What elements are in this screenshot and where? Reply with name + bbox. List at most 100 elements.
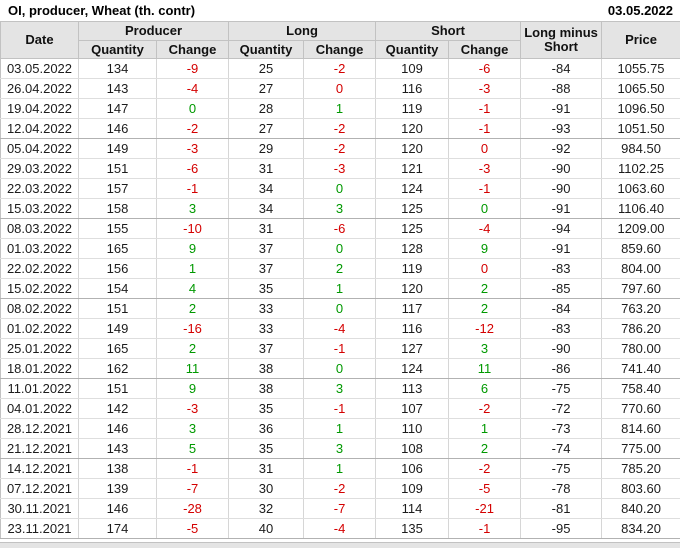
cell-date: 15.03.2022 <box>0 198 79 219</box>
cell-producer-quantity: 162 <box>78 358 157 379</box>
cell-price: 840.20 <box>601 498 680 519</box>
cell-date: 14.12.2021 <box>0 458 79 479</box>
cell-short-change: 2 <box>448 298 522 319</box>
col-header-price: Price <box>601 21 680 59</box>
cell-price: 1065.50 <box>601 78 680 99</box>
table-row: 15.02.2022 154 4 35 1 120 2 -85 797.60 <box>0 278 680 299</box>
cell-short-quantity: 113 <box>375 378 450 399</box>
cell-producer-quantity: 149 <box>78 138 157 159</box>
table-row: 21.12.2021 143 5 35 3 108 2 -74 775.00 <box>0 438 680 459</box>
table-row: 30.11.2021 146 -28 32 -7 114 -21 -81 840.20 <box>0 498 680 519</box>
cell-price: 1209.00 <box>601 218 680 239</box>
oi-table: Date Producer Long Short Long minus Shor… <box>0 21 680 539</box>
cell-long-change: -4 <box>303 518 377 539</box>
cell-long-change: -2 <box>303 118 377 139</box>
cell-long-minus-short: -90 <box>520 338 603 359</box>
cell-short-change: 3 <box>448 338 522 359</box>
cell-long-quantity: 33 <box>228 318 305 339</box>
table-row: 08.03.2022 155 -10 31 -6 125 -4 -94 1209.00 <box>0 218 680 239</box>
cell-short-change: 0 <box>448 198 522 219</box>
cell-producer-change: -5 <box>155 518 230 539</box>
cell-producer-change: -28 <box>155 498 230 519</box>
cell-long-quantity: 31 <box>228 218 305 239</box>
cell-short-quantity: 119 <box>375 258 450 279</box>
table-body: 03.05.2022 134 -9 25 -2 109 -6 -84 1055.75 26.04.… <box>0 58 680 539</box>
cell-date: 08.02.2022 <box>0 298 79 319</box>
table-row: 28.12.2021 146 3 36 1 110 1 -73 814.60 <box>0 418 680 439</box>
cell-producer-change: 4 <box>155 278 230 299</box>
cell-long-minus-short: -73 <box>520 418 603 439</box>
cell-producer-quantity: 151 <box>78 378 157 399</box>
cell-short-quantity: 106 <box>375 458 450 479</box>
cell-short-quantity: 114 <box>375 498 450 519</box>
table-row: 05.04.2022 149 -3 29 -2 120 0 -92 984.50 <box>0 138 680 159</box>
cell-long-quantity: 28 <box>228 98 305 119</box>
cell-producer-quantity: 151 <box>78 158 157 179</box>
cell-long-quantity: 37 <box>228 338 305 359</box>
cell-short-change: 2 <box>448 278 522 299</box>
cell-producer-change: -3 <box>155 398 230 419</box>
cell-producer-quantity: 146 <box>78 118 157 139</box>
cell-long-change: 1 <box>303 278 377 299</box>
cell-short-change: -3 <box>448 78 522 99</box>
cell-long-change: 3 <box>303 378 377 399</box>
cell-price: 859.60 <box>601 238 680 259</box>
cell-long-change: -4 <box>303 318 377 339</box>
cell-producer-quantity: 143 <box>78 438 157 459</box>
cell-date: 26.04.2022 <box>0 78 79 99</box>
cell-price: 984.50 <box>601 138 680 159</box>
cell-price: 814.60 <box>601 418 680 439</box>
cell-long-quantity: 33 <box>228 298 305 319</box>
cell-long-minus-short: -75 <box>520 458 603 479</box>
cell-long-quantity: 31 <box>228 458 305 479</box>
cell-price: 804.00 <box>601 258 680 279</box>
table-row: 03.05.2022 134 -9 25 -2 109 -6 -84 1055.75 <box>0 58 680 79</box>
col-header-short-change: Change <box>448 40 522 59</box>
cell-long-change: -2 <box>303 478 377 499</box>
cell-price: 1102.25 <box>601 158 680 179</box>
cell-long-quantity: 37 <box>228 258 305 279</box>
cell-short-quantity: 109 <box>375 478 450 499</box>
cell-short-change: -1 <box>448 98 522 119</box>
cell-long-change: 3 <box>303 438 377 459</box>
cell-date: 04.01.2022 <box>0 398 79 419</box>
col-group-short: Short <box>375 21 522 41</box>
cell-long-change: 0 <box>303 178 377 199</box>
table-row: 18.01.2022 162 11 38 0 124 11 -86 741.40 <box>0 358 680 379</box>
cell-long-quantity: 27 <box>228 118 305 139</box>
cell-long-minus-short: -84 <box>520 298 603 319</box>
cell-producer-quantity: 146 <box>78 498 157 519</box>
cell-long-change: -2 <box>303 58 377 79</box>
cell-long-minus-short: -95 <box>520 518 603 539</box>
col-header-short-quantity: Quantity <box>375 40 450 59</box>
cell-long-minus-short: -90 <box>520 158 603 179</box>
col-header-producer-change: Change <box>155 40 230 59</box>
cell-producer-change: -1 <box>155 178 230 199</box>
cell-long-change: 2 <box>303 258 377 279</box>
cell-date: 22.02.2022 <box>0 258 79 279</box>
cell-date: 19.04.2022 <box>0 98 79 119</box>
col-header-date: Date <box>0 21 79 59</box>
cell-long-quantity: 36 <box>228 418 305 439</box>
cell-long-quantity: 38 <box>228 358 305 379</box>
cell-price: 1051.50 <box>601 118 680 139</box>
cell-producer-quantity: 142 <box>78 398 157 419</box>
cell-price: 1106.40 <box>601 198 680 219</box>
cell-producer-quantity: 154 <box>78 278 157 299</box>
cell-date: 11.01.2022 <box>0 378 79 399</box>
cell-date: 07.12.2021 <box>0 478 79 499</box>
cell-date: 12.04.2022 <box>0 118 79 139</box>
cell-short-change: 0 <box>448 138 522 159</box>
table-row: 14.12.2021 138 -1 31 1 106 -2 -75 785.20 <box>0 458 680 479</box>
cell-producer-quantity: 174 <box>78 518 157 539</box>
cell-long-change: -7 <box>303 498 377 519</box>
report-date: 03.05.2022 <box>607 3 673 18</box>
cell-price: 803.60 <box>601 478 680 499</box>
table-row: 07.12.2021 139 -7 30 -2 109 -5 -78 803.60 <box>0 478 680 499</box>
cell-date: 15.02.2022 <box>0 278 79 299</box>
cell-price: 785.20 <box>601 458 680 479</box>
cell-producer-change: 3 <box>155 198 230 219</box>
cell-producer-quantity: 156 <box>78 258 157 279</box>
table-row: 22.02.2022 156 1 37 2 119 0 -83 804.00 <box>0 258 680 279</box>
cell-price: 780.00 <box>601 338 680 359</box>
